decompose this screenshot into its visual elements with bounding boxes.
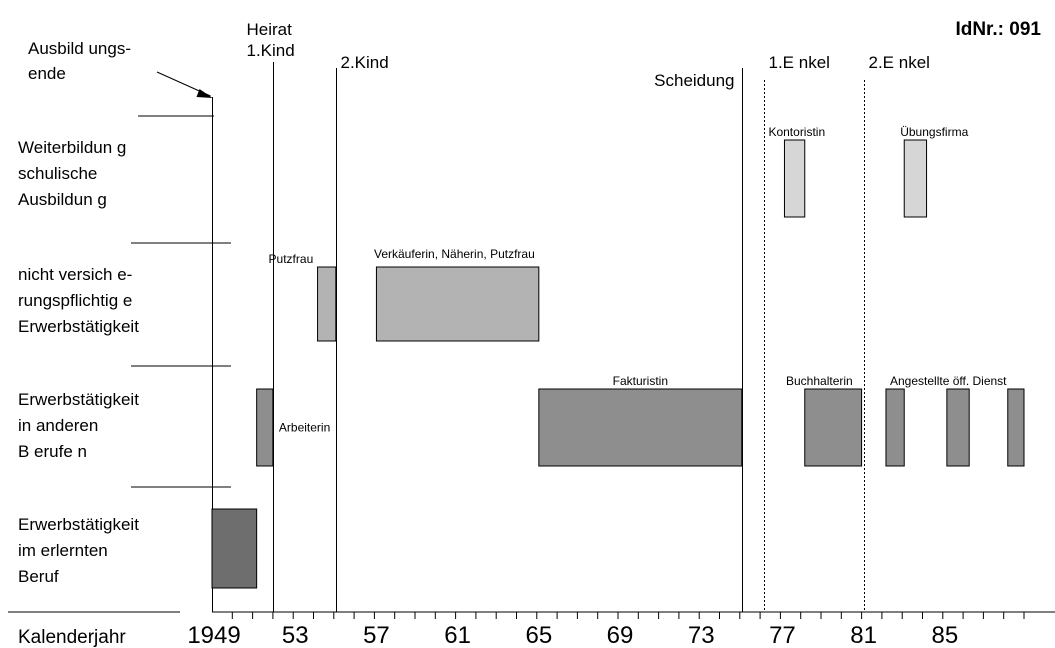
bar-label: Arbeiterin	[279, 421, 330, 435]
activity-bar	[256, 388, 274, 467]
tick-label: 1949	[187, 622, 240, 648]
event-label: Heirat 1.Kind	[247, 20, 295, 60]
x-axis-label: Kalenderjahr	[18, 627, 126, 648]
row-label: Weiterbildun g schulische Ausbildun g	[18, 138, 126, 209]
tick-label: 73	[688, 622, 715, 648]
tick-label: 81	[850, 622, 877, 648]
tick-label: 57	[363, 622, 390, 648]
tick-label: 85	[931, 622, 958, 648]
tick-label: 61	[444, 622, 471, 648]
activity-bar	[538, 388, 743, 467]
activity-bar	[375, 266, 540, 342]
event-arrowhead	[196, 89, 213, 98]
event-label: 2.E nkel	[869, 53, 930, 72]
activity-bar	[804, 388, 863, 467]
activity-bar	[903, 139, 928, 218]
row-label: Erwerbstätigkeit im erlernten Beruf	[18, 515, 139, 586]
activity-bar	[783, 139, 806, 218]
bar-label: Kontoristin	[768, 125, 825, 139]
tick-label: 53	[282, 622, 309, 648]
row-label: Erwerbstätigkeit in anderen B erufe n	[18, 390, 139, 461]
bar-label: Putzfrau	[269, 252, 314, 266]
activity-bar	[317, 266, 337, 342]
bar-label: Verkäuferin, Näherin, Putzfrau	[374, 247, 535, 261]
id-number-label: IdNr.: 091	[955, 19, 1041, 40]
bar-label: Fakturistin	[613, 374, 668, 388]
bars: Arbeiterin Putzfrau Verkäuferin, Näherin, …	[211, 125, 1025, 589]
bar-label: Buchhalterin	[786, 374, 853, 388]
activity-bar	[946, 388, 970, 467]
event-label: Ausbild ungs-ende	[28, 39, 131, 83]
event-label: 2.Kind	[341, 53, 389, 72]
event-label: 1.E nkel	[769, 53, 830, 72]
tick-label: 65	[525, 622, 552, 648]
row-labels: Weiterbildun g schulische Ausbildun g nicht…	[18, 138, 139, 586]
tick-label: 69	[607, 622, 634, 648]
activity-bar	[1007, 388, 1025, 467]
event-label: Scheidung	[654, 71, 734, 90]
tick-label: 77	[769, 622, 796, 648]
bar-label: Angestellte öff. Dienst	[890, 374, 1007, 388]
activity-bar	[885, 388, 905, 467]
row-separators	[131, 115, 231, 488]
activity-bar	[211, 508, 258, 589]
x-axis: 1949 53 57 61 65 69 73 77 81 85	[8, 611, 1055, 648]
row-label: nicht versich e-rungspflichtig e Erwerbst…	[18, 265, 139, 336]
bar-label: Übungsfirma	[900, 125, 968, 139]
